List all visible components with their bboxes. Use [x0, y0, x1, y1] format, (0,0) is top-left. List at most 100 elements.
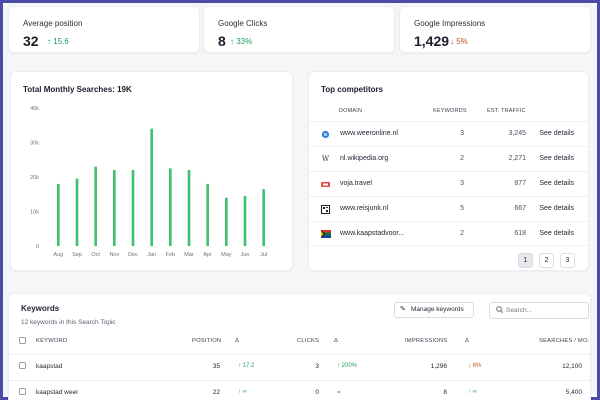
- x-tick-label: Nov: [109, 252, 119, 258]
- y-tick-label: 30k: [30, 141, 39, 147]
- x-tick-label: Jan: [147, 252, 156, 258]
- stat-value: 8: [218, 33, 226, 49]
- column-header-position-delta[interactable]: Δ: [235, 338, 240, 344]
- chart-title: Total Monthly Searches: 19K: [23, 85, 132, 94]
- column-header-clicks[interactable]: CLICKS: [297, 338, 320, 344]
- keyword-row[interactable]: kaapstad weer 22 ↑ ∞ 0 = 8 ↑ ∞ 5,400: [9, 380, 590, 400]
- bar-nov[interactable]: [113, 170, 116, 246]
- impressions-delta: ↓ 6%: [468, 363, 482, 369]
- competitor-traffic: 3,245: [508, 130, 526, 137]
- bar-jun[interactable]: [243, 195, 247, 246]
- blue-circle-icon: [321, 130, 330, 139]
- column-header-position[interactable]: POSITION: [192, 338, 222, 344]
- pagination-page-2[interactable]: 2: [539, 253, 554, 268]
- y-tick-label: 40k: [30, 106, 39, 112]
- column-header-domain[interactable]: DOMAIN: [339, 108, 363, 114]
- clicks-delta: ↑ 200%: [337, 363, 358, 369]
- x-tick-label: Jun: [241, 252, 250, 258]
- competitor-keywords: 3: [460, 130, 464, 137]
- keyword-impressions: 1,296: [430, 363, 447, 370]
- column-header-traffic[interactable]: EST. TRAFFIC: [487, 108, 526, 114]
- competitor-row[interactable]: www.reisjunk.nl 5 667 See details: [309, 196, 588, 221]
- x-tick-label: May: [221, 252, 232, 258]
- pagination-page-1[interactable]: 1: [518, 253, 533, 268]
- row-checkbox[interactable]: [19, 362, 26, 369]
- qr-logo-icon: [321, 205, 330, 214]
- column-header-impressions-delta[interactable]: Δ: [465, 338, 470, 344]
- competitor-keywords: 3: [460, 180, 464, 187]
- bar-jul[interactable]: [262, 189, 265, 246]
- search-input[interactable]: [506, 305, 586, 316]
- column-header-clicks-delta[interactable]: Δ: [334, 338, 339, 344]
- stat-card-google-impressions: Google Impressions 1,429 ↓ 5%: [399, 6, 591, 53]
- keyword-position: 22: [212, 389, 220, 396]
- x-tick-label: Mar: [184, 252, 194, 258]
- competitor-row[interactable]: voja.travel 3 877 See details: [309, 171, 588, 196]
- column-header-keyword[interactable]: KEYWORD: [36, 338, 68, 344]
- bar-aug[interactable]: [57, 183, 60, 246]
- see-details-link[interactable]: See details: [539, 230, 574, 237]
- bar-jan[interactable]: [150, 128, 153, 246]
- stat-delta: ↓ 5%: [450, 37, 468, 46]
- bar-mar[interactable]: [187, 170, 191, 246]
- competitors-title: Top competitors: [321, 85, 384, 94]
- bar-oct[interactable]: [94, 166, 97, 246]
- stat-value: 1,429: [414, 33, 450, 49]
- see-details-link[interactable]: See details: [539, 155, 574, 162]
- impressions-delta: ↑ ∞: [468, 389, 477, 395]
- column-header-impressions[interactable]: IMPRESSIONS: [405, 338, 448, 344]
- competitor-row[interactable]: www.kaapstadvoor... 2 618 See details: [309, 221, 588, 246]
- competitor-row[interactable]: W nl.wikipedia.org 2 2,271 See details: [309, 146, 588, 171]
- column-header-searches[interactable]: SEARCHES / MO.: [539, 338, 590, 344]
- keyword-text[interactable]: kaapstad: [36, 363, 63, 370]
- flag-icon: [321, 230, 331, 239]
- stat-delta: ↑ 15.6: [47, 37, 69, 46]
- x-tick-label: Feb: [166, 252, 175, 258]
- competitor-domain: www.weeronline.nl: [340, 130, 398, 137]
- competitor-keywords: 5: [460, 205, 464, 212]
- keyword-text[interactable]: kaapstad weer: [36, 389, 79, 396]
- row-checkbox[interactable]: [19, 388, 26, 395]
- x-tick-label: Oct: [91, 252, 100, 258]
- column-header-keywords[interactable]: KEYWORDS: [433, 108, 467, 114]
- bar-sep[interactable]: [75, 178, 79, 246]
- wikipedia-w-icon: W: [321, 155, 330, 163]
- stat-card-average-position: Average position 32 ↑ 15.6: [8, 6, 200, 53]
- keyword-clicks: 3: [315, 363, 319, 370]
- manage-keywords-label: Manage keywords: [411, 306, 464, 313]
- see-details-link[interactable]: See details: [539, 205, 574, 212]
- edit-icon: ✎: [400, 306, 406, 313]
- voja-logo-icon: [321, 180, 330, 189]
- arrow-up-icon: ↑: [230, 37, 237, 46]
- see-details-link[interactable]: See details: [539, 180, 574, 187]
- manage-keywords-button[interactable]: ✎ Manage keywords: [394, 302, 474, 318]
- x-tick-label: Dec: [128, 252, 138, 258]
- pagination-page-3[interactable]: 3: [560, 253, 575, 268]
- bar-may[interactable]: [225, 197, 228, 246]
- y-tick-label: 10k: [30, 210, 39, 216]
- keyword-clicks: 0: [315, 389, 319, 396]
- competitor-traffic: 2,271: [508, 155, 526, 162]
- select-all-checkbox[interactable]: [19, 337, 26, 344]
- search-icon: [496, 306, 504, 315]
- monthly-searches-bar-chart: 0 10k 20k 30k 40k Aug Sep Oct Nov Dec Jan Feb Mar Apr…: [30, 106, 267, 258]
- competitor-keywords: 2: [460, 155, 464, 162]
- stat-label: Average position: [23, 19, 83, 28]
- competitor-row[interactable]: www.weeronline.nl 3 3,245 See details: [309, 121, 588, 146]
- keyword-impressions: 8: [443, 389, 447, 396]
- see-details-link[interactable]: See details: [539, 130, 574, 137]
- competitor-domain: voja.travel: [340, 180, 372, 187]
- keywords-card: Keywords 12 keywords in this Search Topi…: [8, 293, 591, 400]
- keyword-search-box[interactable]: [489, 302, 589, 319]
- stat-label: Google Clicks: [218, 19, 268, 28]
- keyword-row[interactable]: kaapstad 35 ↑ 17.2 3 ↑ 200% 1,296 ↓ 6% 1…: [9, 354, 590, 376]
- competitor-traffic: 618: [514, 230, 526, 237]
- arrow-down-icon: ↓: [450, 37, 457, 46]
- competitor-domain: www.reisjunk.nl: [340, 205, 389, 212]
- bar-apr[interactable]: [206, 183, 209, 246]
- stat-card-google-clicks: Google Clicks 8 ↑ 33%: [203, 6, 395, 53]
- x-tick-label: Jul: [260, 252, 267, 258]
- bar-dec[interactable]: [131, 170, 135, 246]
- bar-feb[interactable]: [169, 168, 172, 246]
- x-tick-label: Aug: [53, 252, 63, 258]
